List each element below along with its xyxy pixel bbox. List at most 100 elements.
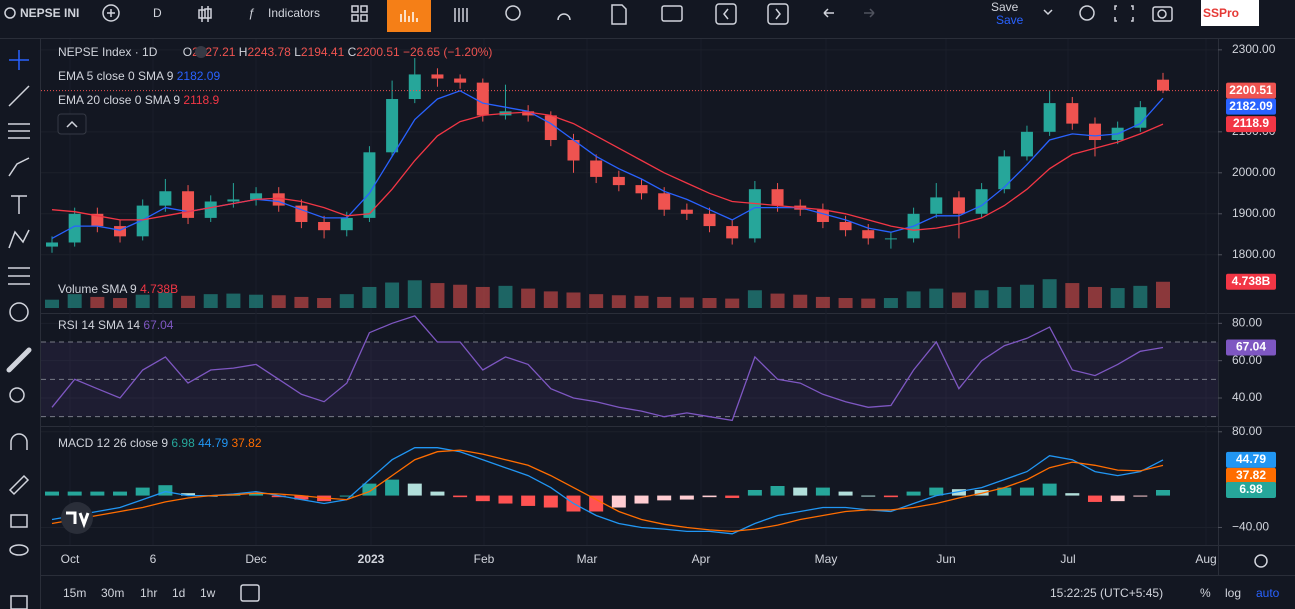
- zoom-tool[interactable]: [9, 387, 25, 403]
- candle-body: [1157, 79, 1169, 91]
- range-button[interactable]: 15m: [63, 586, 86, 600]
- layout-icon[interactable]: [351, 5, 368, 22]
- lock-drawing[interactable]: [8, 474, 30, 496]
- symbol[interactable]: NEPSE INI: [20, 6, 79, 20]
- volume-bar: [362, 286, 377, 308]
- volume-bar: [634, 295, 649, 308]
- range-button[interactable]: 30m: [101, 586, 124, 600]
- price-tag: [1226, 482, 1276, 499]
- candle-body: [408, 74, 421, 100]
- pattern-tool[interactable]: [8, 229, 30, 249]
- file-icon[interactable]: [611, 4, 627, 25]
- legend-key: H: [239, 45, 248, 59]
- legend-toggle[interactable]: [195, 46, 207, 58]
- range-button[interactable]: 1w: [200, 586, 216, 600]
- save-button[interactable]: Save: [991, 0, 1019, 14]
- candle-body: [204, 201, 217, 218]
- fullscreen[interactable]: [1114, 5, 1134, 22]
- interval[interactable]: D: [153, 6, 162, 20]
- volume-bar: [498, 285, 513, 308]
- search-icon[interactable]: [4, 7, 16, 19]
- macd-histogram-bar: [475, 495, 490, 502]
- chart-type[interactable]: [198, 6, 212, 22]
- save-menu[interactable]: [1043, 9, 1053, 16]
- hide-tool[interactable]: [9, 544, 29, 556]
- icon-tool[interactable]: [9, 302, 29, 322]
- redo[interactable]: [864, 8, 875, 18]
- candle-body: [227, 199, 240, 202]
- volume-bar: [521, 288, 536, 308]
- macd-histogram-bar: [589, 495, 604, 512]
- range-button[interactable]: 1d: [172, 586, 185, 600]
- volume-bar: [158, 292, 173, 308]
- cloud-icon[interactable]: [557, 13, 571, 21]
- collapse-legend[interactable]: [57, 113, 87, 135]
- price-tag-label: 37.82: [1236, 468, 1266, 482]
- trash-tool[interactable]: [10, 595, 28, 609]
- volume-bar: [407, 280, 422, 308]
- volume-bar: [951, 292, 966, 308]
- candle-body: [386, 99, 399, 153]
- rsi-legend: RSI 14 SMA 14 67.04: [58, 318, 174, 332]
- price-tag-label: 2118.9: [1233, 116, 1269, 130]
- candle-body: [1043, 103, 1056, 132]
- volume-legend: Volume SMA 9 4.738B: [58, 282, 178, 296]
- add-symbol[interactable]: [102, 4, 120, 22]
- magnet-tool[interactable]: [10, 433, 28, 450]
- fib-tool[interactable]: [8, 123, 30, 139]
- save-status: Save: [996, 13, 1024, 27]
- signal-value: 37.82: [231, 436, 261, 450]
- prediction-tool[interactable]: [8, 267, 30, 285]
- undo[interactable]: [823, 8, 834, 18]
- range-button[interactable]: 1hr: [140, 586, 157, 600]
- line-tool[interactable]: [8, 85, 30, 107]
- y-tick-label: 60.00: [1232, 353, 1262, 367]
- volume-bar: [1133, 285, 1148, 308]
- price-tag: [1226, 98, 1276, 115]
- indicators[interactable]: Indicators: [268, 6, 320, 20]
- volume-bar: [135, 294, 150, 308]
- rsi-line: [51, 315, 1164, 422]
- log-toggle[interactable]: log: [1225, 586, 1241, 600]
- candle-body: [182, 191, 195, 218]
- chart-settings[interactable]: [1079, 5, 1095, 21]
- candle-body: [1066, 103, 1079, 124]
- macd-histogram-bar: [951, 489, 966, 496]
- snapshot[interactable]: [1152, 6, 1173, 22]
- ruler-tool[interactable]: [6, 347, 32, 373]
- volume-bar: [317, 298, 332, 308]
- volume-value: 4.738B: [140, 282, 178, 296]
- legend-key: O: [183, 45, 192, 59]
- lock-tool[interactable]: [10, 514, 28, 528]
- goto-settings[interactable]: [1254, 554, 1268, 568]
- candle-body: [658, 193, 671, 210]
- candle-body: [68, 213, 81, 243]
- auto-toggle[interactable]: auto: [1256, 586, 1280, 600]
- prev-icon[interactable]: [715, 3, 737, 25]
- volume-bar: [67, 294, 82, 308]
- macd-histogram-bar: [1087, 495, 1102, 502]
- brush-tool[interactable]: [8, 157, 30, 177]
- next-icon[interactable]: [767, 3, 789, 25]
- text-tool[interactable]: [11, 195, 27, 214]
- candle-body: [1020, 131, 1033, 157]
- settings-icon[interactable]: [505, 5, 521, 21]
- date-range[interactable]: [240, 584, 260, 602]
- candle-body: [884, 238, 897, 240]
- macd-histogram-bar: [407, 483, 422, 496]
- macd-histogram-bar: [498, 495, 513, 504]
- volume-bar: [815, 296, 830, 308]
- percent-toggle[interactable]: %: [1200, 586, 1211, 600]
- price-tag: [1226, 273, 1276, 290]
- volume-bar: [339, 294, 354, 308]
- bars-icon[interactable]: [454, 8, 468, 22]
- y-tick-label: 1800.00: [1232, 247, 1276, 261]
- y-tick-label: 80.00: [1232, 316, 1262, 330]
- x-tick-label: 6: [150, 552, 157, 566]
- note-icon[interactable]: [661, 5, 683, 22]
- macd-histogram-bar: [521, 495, 536, 506]
- legend-high: 2243.78: [247, 45, 291, 59]
- macd-histogram-bar: [67, 491, 82, 496]
- candle-body: [862, 230, 875, 239]
- crosshair-tool[interactable]: [9, 50, 29, 70]
